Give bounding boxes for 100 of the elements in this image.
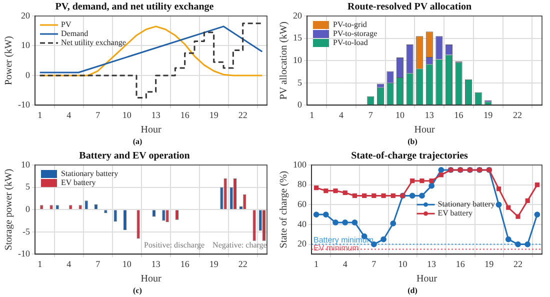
point [342, 219, 348, 225]
y-tick-label: 0 [25, 203, 30, 214]
x-axis-title: Hour [416, 273, 438, 284]
point [352, 192, 358, 198]
chart-title: Route-resolved PV allocation [347, 2, 472, 13]
text: (b) [406, 137, 418, 147]
y-tick-label: -10 [18, 100, 30, 110]
point [516, 214, 520, 218]
point [524, 240, 531, 247]
point [438, 172, 444, 177]
x-tick-label: 13 [424, 110, 434, 120]
x-tick-label: 22 [513, 258, 522, 268]
x-tick-label: 7 [96, 258, 101, 268]
y-tick-label: 10 [20, 40, 30, 50]
y-axis-title: Power (kW) [4, 36, 15, 86]
point [332, 219, 338, 225]
y-tick-label: 10 [293, 54, 302, 65]
annotation: Negative: charge [212, 240, 268, 249]
text: (a) [132, 137, 144, 147]
point [409, 192, 416, 198]
x-tick-label: 19 [209, 258, 219, 268]
x-tick-label: 19 [209, 110, 219, 120]
y-tick-label: -5 [22, 226, 30, 236]
point [410, 178, 415, 183]
point [420, 178, 424, 183]
y-tick-label: 15 [293, 32, 302, 43]
legend-label: PV [60, 20, 72, 30]
y-tick-label: 20 [293, 10, 302, 20]
x-tick-label: 13 [151, 110, 161, 120]
legend-label: Demand [60, 29, 88, 38]
x-axis-title: Hour [140, 124, 162, 136]
y-tick-label: 60 [298, 198, 307, 209]
y-tick-label: 10 [20, 158, 30, 169]
legend-label: Net utility exchange [60, 38, 126, 48]
x-tick-label: 4 [66, 258, 72, 268]
x-tick-label: 4 [339, 110, 344, 120]
chart-title: PV, demand, and net utility exchange [55, 2, 214, 13]
point [390, 192, 396, 198]
y-axis-title: PV allocation (kW) [278, 22, 290, 100]
y-tick-label: 100 [293, 158, 307, 169]
point [313, 211, 320, 218]
y-tick-label: -10 [18, 248, 30, 258]
legend-label: Stationary battery [60, 168, 118, 178]
point [381, 192, 386, 198]
x-tick-label: 13 [151, 258, 161, 268]
point [380, 236, 386, 242]
x-tick-label: 1 [310, 110, 314, 120]
x-tick-label: 16 [456, 258, 466, 268]
text: (d) [406, 286, 418, 296]
x-tick-label: 1 [314, 258, 319, 268]
point [438, 166, 444, 172]
legend-label: EV battery [438, 208, 472, 218]
y-tick-label: 5 [298, 77, 302, 88]
point [390, 220, 396, 226]
x-axis-title: Hour [140, 273, 162, 284]
text: (c) [132, 286, 143, 296]
x-tick-label: 16 [454, 110, 464, 120]
y-tick-label: 80 [298, 178, 307, 189]
y-tick-label: 20 [298, 238, 307, 248]
point [429, 178, 434, 183]
x-tick-label: 22 [238, 258, 248, 268]
x-tick-label: 1 [38, 110, 42, 120]
ref-line-label: EV minimum [314, 242, 360, 252]
y-tick-label: 5 [25, 181, 30, 192]
point [506, 204, 511, 210]
x-tick-label: 13 [427, 258, 437, 268]
legend-label: PV-to-grid [333, 20, 367, 30]
x-tick-label: 16 [180, 258, 190, 268]
x-tick-label: 1 [38, 258, 42, 268]
x-tick-label: 22 [513, 110, 522, 120]
point [419, 192, 425, 198]
point [505, 236, 512, 242]
y-tick-label: 0 [298, 100, 302, 110]
x-axis-title: Hour [414, 124, 436, 136]
point [534, 182, 540, 187]
y-tick-label: 40 [298, 218, 307, 228]
x-tick-label: 10 [122, 110, 132, 120]
point [515, 240, 521, 247]
legend-label: PV-to-load [333, 38, 368, 48]
legend-label: EV battery [60, 178, 96, 187]
point [372, 192, 376, 198]
x-tick-label: 16 [180, 110, 190, 120]
x-tick-label: 19 [484, 258, 494, 268]
point [496, 201, 502, 208]
y-tick-label: 0 [25, 70, 30, 80]
x-tick-label: 7 [372, 258, 377, 268]
point [525, 198, 530, 202]
point [362, 192, 367, 198]
legend-label: Stationary battery [438, 199, 495, 208]
point [322, 211, 329, 218]
x-tick-label: 7 [96, 110, 101, 120]
x-tick-label: 22 [238, 110, 248, 120]
y-axis-title: Storage power (kW) [4, 168, 15, 250]
x-tick-label: 4 [66, 110, 72, 120]
y-tick-label: 20 [20, 10, 30, 20]
chart-title: State-of-charge trajectories [351, 150, 468, 162]
x-tick-label: 7 [368, 110, 374, 120]
chart-title: Battery and EV operation [79, 150, 190, 162]
x-tick-label: 19 [484, 110, 494, 120]
x-tick-label: 10 [396, 110, 406, 120]
